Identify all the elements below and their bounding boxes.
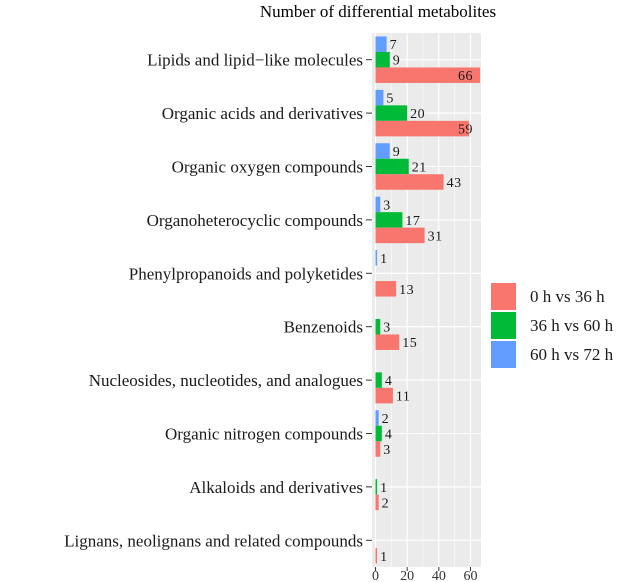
legend: 0 h vs 36 h 36 h vs 60 h 60 h vs 72 h: [491, 283, 614, 368]
bar-value-label: 1: [380, 252, 388, 267]
bar-value-label: 17: [405, 214, 420, 229]
bar: [375, 174, 444, 190]
legend-label: 0 h vs 36 h: [530, 287, 605, 306]
bar: [375, 372, 382, 388]
bar: [375, 494, 379, 511]
bar: [375, 387, 393, 404]
bar-value-label: 9: [393, 54, 401, 69]
x-tick-label: 40: [432, 569, 446, 582]
bar-value-label: 4: [385, 428, 393, 443]
bar-value-label: 20: [410, 107, 425, 122]
bar: [375, 334, 400, 350]
bar: [375, 441, 381, 457]
category-labels: Lipids and lipid−like molecules Organic a…: [64, 51, 372, 550]
bar-value-label: 2: [382, 412, 390, 427]
bar-value-label: 3: [383, 198, 391, 213]
legend-swatch: [491, 341, 516, 368]
category-label: Organic oxygen compounds: [172, 158, 363, 177]
bar-value-label: 5: [386, 92, 394, 107]
bar-value-label: 4: [385, 374, 393, 389]
category-label: Nucleosides, nucleotides, and analogues: [89, 371, 363, 390]
bar-value-label: 11: [396, 390, 410, 405]
bar: [375, 51, 390, 68]
bar-value-label: 3: [383, 321, 391, 336]
x-tick-label: 0: [372, 569, 379, 582]
bar: [375, 227, 425, 244]
bar: [375, 425, 382, 442]
x-tick-label: 20: [400, 569, 414, 582]
chart-title: Number of differential metabolites: [260, 2, 496, 21]
bar-value-label: 7: [390, 38, 398, 53]
bar-value-label: 31: [428, 229, 443, 244]
bar-value-label: 13: [399, 283, 414, 298]
bar: [375, 548, 378, 564]
category-label: Lipids and lipid−like molecules: [147, 51, 363, 70]
bar-value-label: 15: [402, 336, 417, 351]
bar: [375, 89, 384, 106]
legend-label: 60 h vs 72 h: [530, 345, 614, 364]
bar: [375, 318, 381, 335]
bar: [375, 196, 381, 213]
category-label: Benzenoids: [284, 318, 363, 337]
bar: [375, 212, 403, 228]
bar-value-label: 43: [447, 176, 462, 191]
bar-value-label: 1: [380, 481, 388, 496]
bar-value-label: 2: [382, 496, 390, 511]
bar: [375, 410, 379, 426]
bar-value-label: 9: [393, 145, 401, 160]
x-axis-ticks: 0 20 40 60: [372, 567, 478, 582]
bars: [375, 36, 480, 564]
category-label: Alkaloids and derivatives: [189, 478, 363, 497]
legend-swatch: [491, 283, 516, 310]
bar-value-label: 21: [412, 161, 427, 176]
bar: [375, 479, 378, 495]
bar-value-label: 59: [458, 123, 473, 138]
bar-value-label: 66: [458, 69, 473, 84]
bar: [375, 105, 408, 121]
category-label: Organic acids and derivatives: [162, 104, 363, 123]
bar: [375, 67, 480, 83]
legend-swatch: [491, 312, 516, 339]
bar: [375, 158, 409, 175]
bar: [375, 281, 397, 297]
bar-value-label: 3: [383, 443, 391, 458]
bar-value-label: 1: [380, 550, 388, 565]
category-label: Phenylpropanoids and polyketides: [129, 264, 363, 283]
category-label: Organic nitrogen compounds: [165, 425, 363, 444]
x-tick-label: 60: [464, 569, 478, 582]
bar: [375, 120, 469, 137]
bar: [375, 250, 378, 266]
bar: [375, 143, 390, 159]
category-label: Organoheterocyclic compounds: [147, 211, 363, 230]
bar: [375, 36, 387, 52]
category-label: Lignans, neolignans and related compound…: [64, 531, 363, 550]
legend-label: 36 h vs 60 h: [530, 316, 614, 335]
